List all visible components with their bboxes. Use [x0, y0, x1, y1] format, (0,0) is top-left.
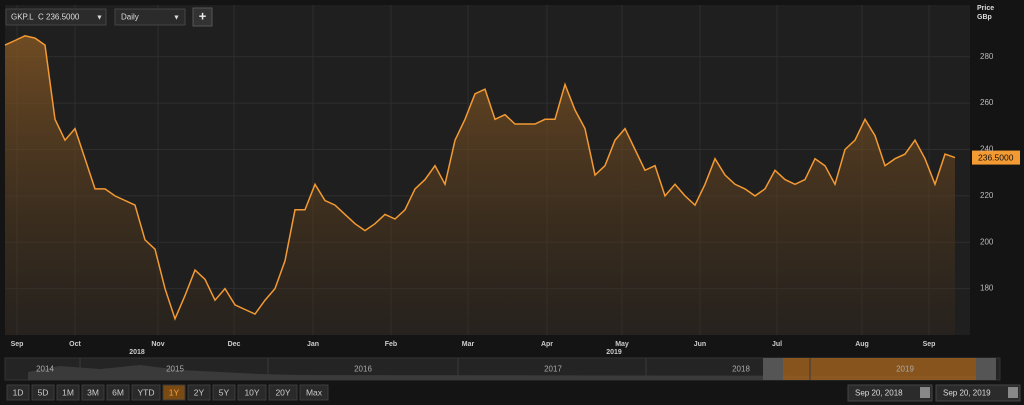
- to-date-box[interactable]: [935, 384, 1021, 402]
- range-label: 5D: [38, 387, 49, 397]
- navigator-year: 2019: [896, 365, 914, 374]
- x-tick-label: Sep: [11, 341, 24, 348]
- price-area: [5, 35, 955, 336]
- y-axis-label: Price: [977, 5, 994, 12]
- y-tick-label: 260: [980, 98, 994, 107]
- range-label: 6M: [112, 387, 124, 397]
- x-tick-label: Jan: [307, 341, 319, 348]
- to-date: Sep 20, 2019: [943, 389, 991, 398]
- navigator-handle[interactable]: [976, 358, 996, 380]
- interval-box[interactable]: [114, 8, 186, 26]
- range-button[interactable]: [187, 384, 211, 401]
- range-button[interactable]: [268, 384, 298, 401]
- range-label: 20Y: [275, 387, 290, 397]
- x-tick-label: Feb: [385, 341, 397, 348]
- y-tick-label: 220: [980, 191, 994, 200]
- range-button[interactable]: [81, 384, 105, 401]
- navigator-year: 2016: [354, 365, 372, 374]
- navigator-year: 2018: [732, 365, 750, 374]
- x-tick-label: Jul: [772, 341, 782, 348]
- last-price-label: 236.5000: [978, 152, 1014, 162]
- from-date-box[interactable]: [847, 384, 933, 402]
- symbol-box[interactable]: [5, 8, 107, 26]
- range-label: 10Y: [244, 387, 259, 397]
- calendar-icon[interactable]: [1008, 387, 1018, 398]
- range-label: 1M: [62, 387, 74, 397]
- range-button[interactable]: [31, 384, 55, 401]
- range-button[interactable]: [56, 384, 80, 401]
- range-button[interactable]: [299, 384, 329, 401]
- calendar-icon[interactable]: [920, 387, 930, 398]
- year-label: 2018: [129, 349, 145, 356]
- navigator-selection[interactable]: [783, 358, 978, 380]
- range-label: 1D: [13, 387, 24, 397]
- x-tick-label: May: [615, 341, 629, 348]
- y-axis-unit: GBp: [977, 14, 992, 21]
- range-label: 1Y: [169, 387, 180, 397]
- x-tick-label: Aug: [855, 341, 869, 348]
- price-line: [4, 35, 956, 321]
- y-tick-label: 240: [980, 145, 994, 154]
- x-tick-label: Oct: [69, 341, 81, 348]
- y-tick-label: 180: [980, 284, 994, 293]
- navigator-year: 2017: [544, 365, 562, 374]
- x-tick-label: Mar: [462, 341, 475, 348]
- symbol: GKP.L: [11, 13, 34, 22]
- range-button[interactable]: [131, 384, 161, 401]
- range-label: 2Y: [194, 387, 205, 397]
- navigator-year: 2014: [36, 365, 54, 374]
- range-button[interactable]: [106, 384, 130, 401]
- add-button[interactable]: [192, 7, 213, 27]
- x-tick-label: Sep: [923, 341, 936, 348]
- year-label: 2019: [606, 349, 622, 356]
- range-button[interactable]: [237, 384, 267, 401]
- last-price-badge: [972, 150, 1020, 165]
- from-date: Sep 20, 2018: [855, 389, 903, 398]
- x-tick-label: Jun: [694, 341, 706, 348]
- x-tick-label: Dec: [228, 341, 241, 348]
- navigator-handle[interactable]: [763, 358, 783, 380]
- range-button[interactable]: [162, 384, 186, 401]
- y-tick-label: 280: [980, 52, 994, 61]
- add-icon: +: [199, 8, 207, 23]
- last-price: C 236.5000: [38, 13, 80, 22]
- x-tick-label: Nov: [151, 341, 164, 348]
- y-tick-label: 200: [980, 237, 994, 246]
- dropdown-arrow: ▼: [96, 14, 103, 21]
- interval: Daily: [121, 13, 139, 22]
- range-button[interactable]: [212, 384, 236, 401]
- range-label: 3M: [87, 387, 99, 397]
- range-button[interactable]: [6, 384, 30, 401]
- range-label: Max: [306, 387, 323, 397]
- dropdown-arrow: ▼: [173, 14, 180, 21]
- x-tick-label: Apr: [541, 341, 553, 348]
- range-label: 5Y: [219, 387, 230, 397]
- range-label: YTD: [138, 387, 155, 397]
- navigator-year: 2015: [166, 365, 184, 374]
